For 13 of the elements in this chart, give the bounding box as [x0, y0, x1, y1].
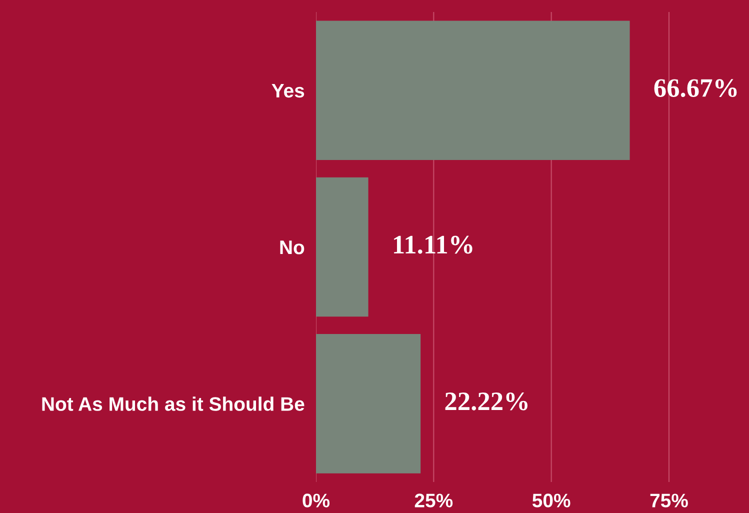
y-tick-label: Yes [272, 84, 304, 98]
data-label: 11.11% [394, 236, 472, 254]
bar [316, 177, 368, 317]
data-label: 22.22% [445, 392, 528, 410]
y-tick-label: No [280, 240, 304, 254]
bar [316, 20, 630, 160]
x-tick-label: 25% [414, 494, 453, 508]
x-tick-label: 50% [532, 494, 570, 508]
x-tick-label: 0% [302, 494, 330, 508]
bar [316, 334, 421, 474]
y-tick-label: Not As Much as it Should Be [42, 396, 304, 411]
x-tick-label: 75% [650, 494, 688, 508]
data-label: 66.67% [654, 79, 737, 98]
